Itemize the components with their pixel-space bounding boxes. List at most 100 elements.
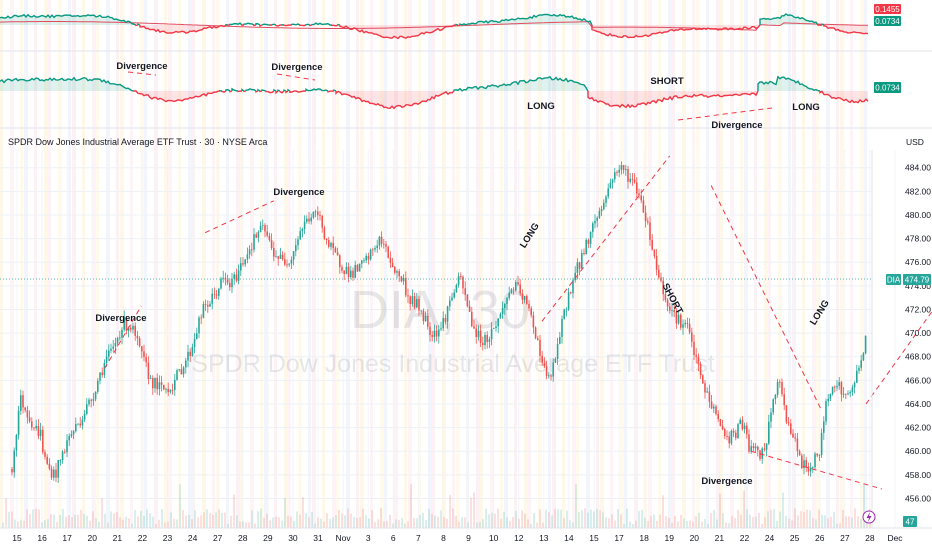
volume-bar <box>470 497 472 528</box>
volume-bar <box>842 510 844 528</box>
volume-bar <box>116 511 118 528</box>
volume-bar <box>839 523 841 528</box>
indicator-panel-top[interactable] <box>0 13 869 40</box>
price-tick-label: 476.00 <box>905 257 931 267</box>
session-band <box>538 0 542 528</box>
candle-body <box>611 179 614 183</box>
session-band <box>826 0 830 528</box>
candle-body <box>719 419 722 426</box>
candle-body <box>699 364 702 376</box>
indicator-panel-middle[interactable] <box>0 75 869 110</box>
volume-bars <box>2 483 871 528</box>
candle-body <box>418 299 420 311</box>
candle-body <box>251 249 253 251</box>
candle-body <box>675 312 678 324</box>
volume-bar <box>221 512 223 528</box>
volume-bar <box>392 523 394 528</box>
volume-bar <box>851 517 853 528</box>
candle-body <box>633 179 636 183</box>
volume-bar <box>848 516 850 528</box>
candle-body <box>627 169 629 182</box>
volume-bar <box>524 513 526 528</box>
candle-body <box>490 328 493 340</box>
candle-body <box>618 169 620 173</box>
volume-bar <box>140 510 142 528</box>
candle-body <box>600 209 603 211</box>
candle-body <box>99 372 101 381</box>
candle-body <box>724 429 726 437</box>
price-axis[interactable]: 456.00 458.00 460.00 462.00 464.00 466.00 468.… <box>905 163 931 504</box>
candle-body <box>70 434 73 437</box>
volume-bar <box>611 514 613 528</box>
candle-body <box>154 377 156 389</box>
candle-body <box>710 401 713 409</box>
session-band <box>274 0 277 528</box>
time-tick-label: 10 <box>489 533 499 543</box>
candle-body <box>629 178 631 182</box>
volume-bar <box>740 514 742 528</box>
chart-annotation: Divergence <box>95 313 146 324</box>
session-band <box>812 0 816 528</box>
session-band <box>336 0 339 528</box>
candle-body <box>713 406 715 409</box>
currency-label: USD <box>906 137 924 147</box>
candle-body <box>820 432 823 455</box>
time-tick-label: 3 <box>366 533 371 543</box>
volume-bar <box>719 493 721 528</box>
candle-body <box>479 330 482 343</box>
candle-body <box>816 453 818 456</box>
volume-bar <box>167 521 169 528</box>
volume-bar <box>65 516 67 528</box>
candle-body <box>134 325 136 336</box>
volume-bar <box>791 520 793 528</box>
candle-body <box>706 391 708 393</box>
lightning-icon[interactable] <box>862 510 876 524</box>
candle-body <box>517 282 519 285</box>
volume-bar <box>755 516 757 528</box>
candle-body <box>149 377 152 379</box>
time-tick-label: 28 <box>865 533 875 543</box>
candle-body <box>409 296 411 305</box>
candle-body <box>501 307 504 314</box>
candle-body <box>28 417 31 422</box>
candle-body <box>561 318 563 337</box>
volume-bar <box>821 514 823 528</box>
session-band <box>384 0 387 528</box>
candle-body <box>785 405 788 423</box>
candle-body <box>570 292 572 294</box>
candle-body <box>356 264 359 272</box>
indicator-annotation: SHORT <box>650 76 683 87</box>
candle-body <box>83 413 86 420</box>
time-axis[interactable]: 15 16 17 20 21 22 23 24 27 28 29 30 31 Nov 3 6 7 8 9 10 12 13… <box>12 533 903 543</box>
chart-title: SPDR Dow Jones Industrial Average ETF Tr… <box>8 137 267 147</box>
volume-bar <box>860 518 862 528</box>
volume-bar <box>245 522 247 528</box>
candle-body <box>693 341 695 356</box>
volume-bar <box>737 509 739 528</box>
volume-bar <box>8 511 10 528</box>
candle-body <box>198 317 200 334</box>
candle-body <box>770 412 772 422</box>
volume-bar <box>764 517 766 528</box>
volume-bar <box>542 522 544 528</box>
candle-body <box>660 277 662 281</box>
symbol-badge-bg <box>886 274 901 285</box>
session-band <box>504 0 508 528</box>
candle-body <box>664 294 667 301</box>
session-band <box>154 0 158 528</box>
candle-body <box>167 388 169 393</box>
time-tick-label: 13 <box>539 533 549 543</box>
price-series[interactable] <box>11 161 867 483</box>
session-band <box>370 0 373 528</box>
candle-body <box>772 399 774 413</box>
session-band <box>802 0 805 528</box>
session-band <box>408 0 412 528</box>
session-band <box>188 0 192 528</box>
candle-body <box>211 293 213 304</box>
volume-bar <box>599 510 601 528</box>
candle-body <box>750 446 752 452</box>
candle-body <box>262 225 264 227</box>
candle-body <box>165 388 167 390</box>
watermark-symbol: DIA, 30 <box>350 280 530 340</box>
